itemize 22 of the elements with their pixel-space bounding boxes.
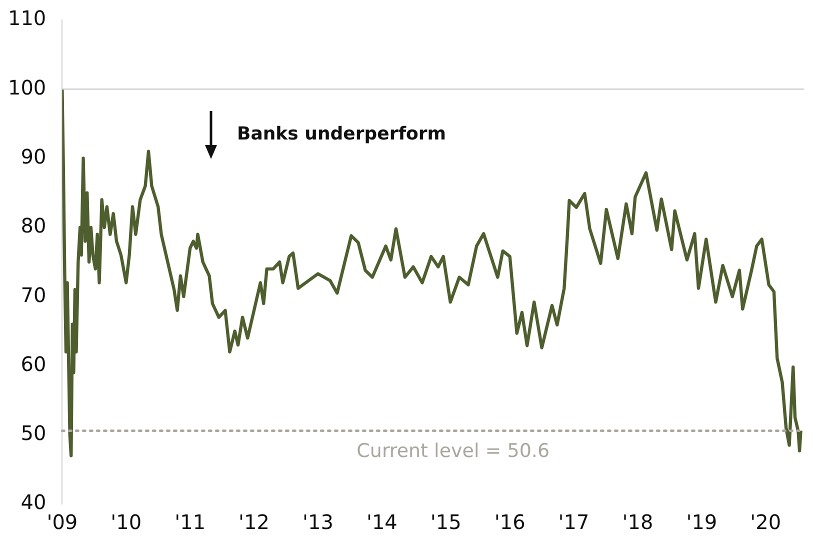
y-tick-label: 40 (20, 490, 46, 514)
x-tick-label: '14 (366, 510, 398, 534)
x-tick-label: '20 (750, 510, 782, 534)
x-tick-label: '19 (686, 510, 718, 534)
annotation: Banks underperform (237, 124, 446, 145)
x-tick-label: '13 (302, 510, 334, 534)
ref-line-label: Current level = 50.6 (356, 440, 550, 462)
x-tick-label: '09 (46, 510, 78, 534)
y-tick-label: 50 (20, 421, 46, 446)
y-tick-label: 90 (20, 144, 46, 168)
y-tick-label: 110 (8, 6, 46, 30)
x-tick-label: '11 (174, 510, 206, 534)
x-tick-label: '18 (622, 510, 654, 534)
x-tick-label: '17 (558, 510, 590, 534)
y-tick-label: 70 (20, 282, 46, 307)
x-tick-label: '12 (238, 510, 270, 534)
x-tick-label: '15 (430, 510, 462, 534)
y-tick-label: 80 (20, 214, 46, 238)
y-tick-label: 60 (20, 352, 46, 376)
y-tick-label: 100 (8, 75, 46, 100)
x-tick-label: '16 (494, 510, 526, 534)
x-tick-label: '10 (110, 510, 142, 534)
